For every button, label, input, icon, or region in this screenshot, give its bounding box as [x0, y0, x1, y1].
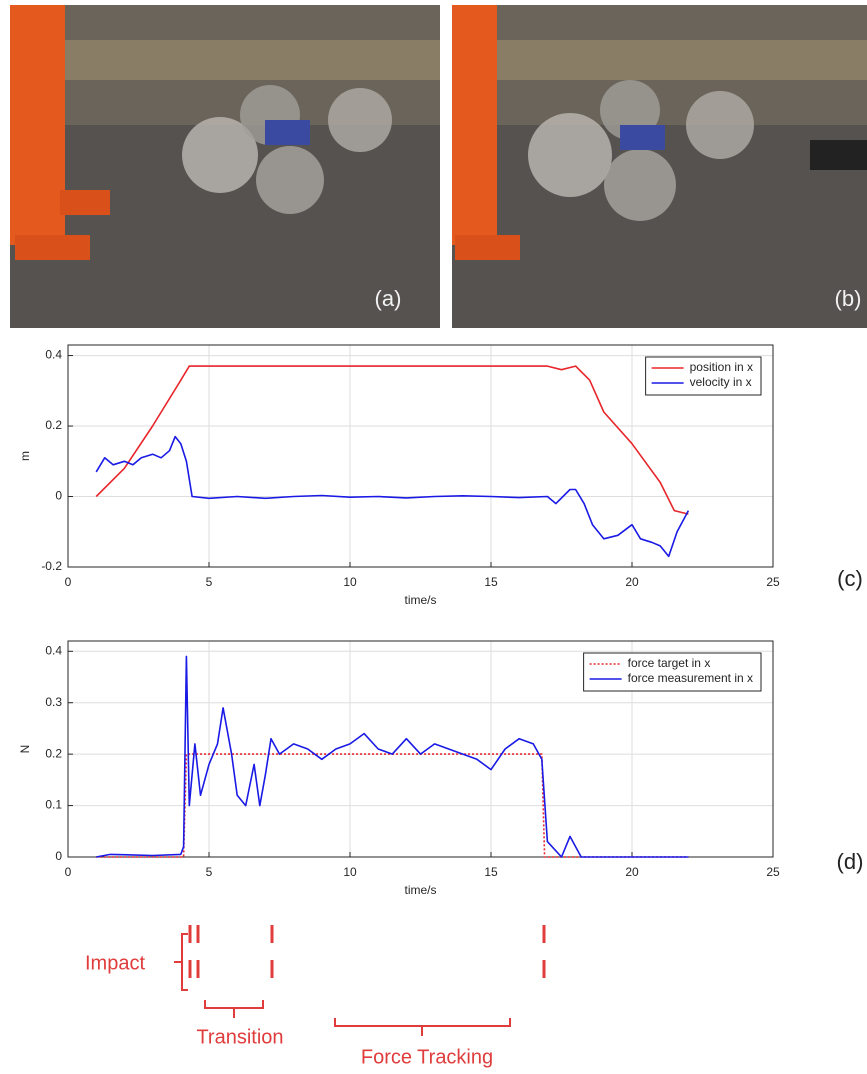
panel-label: (d) — [837, 849, 864, 874]
x-tick-label: 20 — [625, 575, 639, 589]
y-axis-label: m — [18, 451, 32, 461]
annotation: Transition — [196, 1026, 283, 1048]
x-tick-label: 0 — [65, 865, 72, 879]
y-tick-label: 0.4 — [45, 643, 62, 657]
x-axis-label: time/s — [404, 883, 436, 897]
legend-frame — [583, 652, 762, 692]
x-tick-label: 20 — [625, 865, 639, 879]
legend-label: velocity in x — [690, 375, 752, 389]
x-tick-label: 10 — [343, 865, 357, 879]
y-axis-label: N — [18, 745, 32, 754]
annotation: Impact — [85, 952, 145, 974]
photo-label: (a) — [375, 286, 402, 311]
data-line — [95, 365, 689, 515]
x-tick-label: 25 — [766, 865, 780, 879]
data-line — [95, 435, 690, 558]
y-tick-label: 0.3 — [45, 695, 62, 709]
y-tick-label: -0.2 — [41, 559, 62, 573]
data-line — [96, 655, 689, 858]
photo-b: (b) — [452, 5, 867, 328]
photo-label: (b) — [835, 286, 862, 311]
x-tick-label: 25 — [766, 575, 780, 589]
x-tick-label: 15 — [484, 575, 498, 589]
x-tick-label: 5 — [206, 865, 213, 879]
y-tick-label: 0.2 — [45, 418, 62, 432]
y-tick-label: 0.1 — [45, 798, 62, 812]
data-line — [96, 753, 689, 858]
legend-frame — [645, 356, 762, 396]
x-axis-label: time/s — [404, 593, 436, 607]
legend-label: force measurement in x — [628, 671, 753, 685]
x-tick-label: 5 — [206, 575, 213, 589]
annotation: Force Tracking — [361, 1046, 493, 1068]
axes-frame — [67, 344, 774, 568]
legend-label: force target in x — [628, 656, 711, 670]
photo-a: (a) — [10, 5, 440, 328]
y-tick-label: 0 — [55, 489, 62, 503]
panel-label: (c) — [837, 566, 863, 591]
x-tick-label: 0 — [65, 575, 72, 589]
axes-frame — [67, 640, 774, 858]
legend-label: position in x — [690, 360, 753, 374]
y-tick-label: 0.2 — [45, 746, 62, 760]
x-tick-label: 15 — [484, 865, 498, 879]
phase-markers — [174, 925, 546, 1036]
y-tick-label: 0 — [55, 849, 62, 863]
y-tick-label: 0.4 — [45, 348, 62, 362]
x-tick-label: 10 — [343, 575, 357, 589]
